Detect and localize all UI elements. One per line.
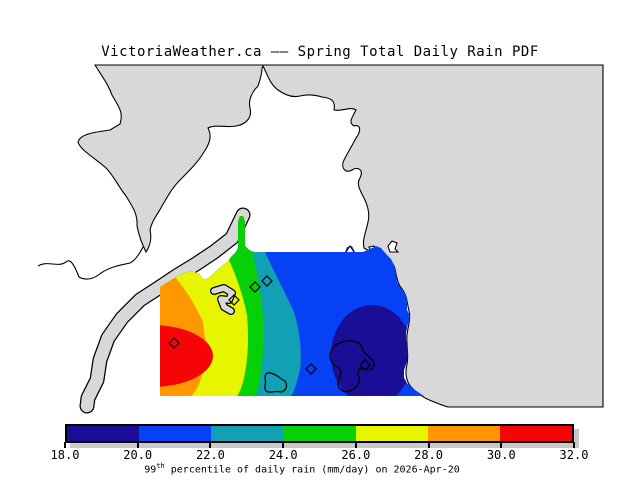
- station-markers: [168, 275, 371, 375]
- colorbar-segment-20-22: [139, 426, 212, 441]
- colorbar-segment-24-26: [283, 426, 356, 441]
- colorbar-tick-label: 30.0: [486, 448, 516, 462]
- page-title: VictoriaWeather.ca —— Spring Total Daily…: [101, 44, 539, 60]
- caption-prefix: 99: [144, 464, 157, 476]
- island-outline-south: [264, 372, 287, 393]
- islet-outline-coast: [387, 240, 400, 253]
- station-diamond-marker: [168, 337, 180, 349]
- station-diamond-marker: [261, 275, 273, 287]
- colorbar-tick-label: 32.0: [559, 448, 589, 462]
- colorbar: [65, 424, 574, 443]
- contour-band-30-32: [160, 325, 213, 387]
- colorbar-segment-28-30: [427, 426, 500, 441]
- colorbar-tick-label: 28.0: [414, 448, 444, 462]
- inlet-channel-shape: [79, 207, 251, 414]
- contour-band-18-20: [331, 305, 413, 396]
- water-body-shape: [77, 64, 604, 408]
- colorbar-segment-22-24: [211, 426, 284, 441]
- colorbar-tick-label: 20.0: [123, 448, 153, 462]
- colorbar-tick: [573, 442, 575, 448]
- colorbar-tick-label: 24.0: [268, 448, 298, 462]
- island-outline-east: [329, 340, 375, 393]
- station-diamond-marker: [228, 294, 240, 306]
- colorbar-segment-26-28: [355, 426, 428, 441]
- caption-suffix: percentile of daily rain (mm/day) on 202…: [164, 464, 460, 476]
- colorbar-tick: [136, 442, 139, 448]
- colorbar-segment-18-20: [67, 426, 140, 441]
- station-diamond-marker: [359, 359, 371, 371]
- colorbar-segment-30-32: [499, 426, 572, 441]
- notch-outline-top: [345, 245, 355, 253]
- station-diamond-marker: [305, 363, 317, 375]
- colorbar-tick: [64, 442, 66, 448]
- colorbar-tick: [209, 442, 212, 448]
- colorbar-tick: [282, 442, 285, 448]
- caption-superscript: th: [156, 462, 165, 470]
- colorbar-tick: [427, 442, 430, 448]
- colorbar-tick: [500, 442, 503, 448]
- colorbar-tick-label: 26.0: [341, 448, 371, 462]
- colorbar-caption: 99th percentile of daily rain (mm/day) o…: [0, 462, 604, 475]
- southwest-coastline: [37, 246, 144, 280]
- colorbar-tick-label: 18.0: [50, 448, 80, 462]
- colorbar-tick-label: 22.0: [195, 448, 225, 462]
- station-diamond-marker: [249, 281, 261, 293]
- colorbar-tick: [354, 442, 357, 448]
